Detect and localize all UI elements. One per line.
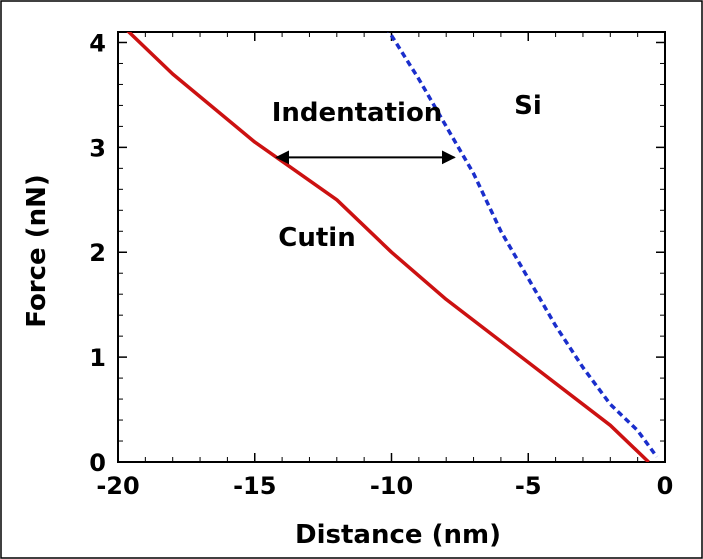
x-tick-label: -5 [515, 472, 542, 500]
y-tick-label: 2 [89, 239, 106, 267]
series-line-si [387, 32, 659, 458]
x-tick-label: -10 [370, 472, 413, 500]
series-label-si: Si [514, 91, 542, 121]
y-axis-title: Force (nN) [22, 174, 52, 328]
series-group [126, 32, 659, 462]
x-tick-label: -15 [233, 472, 276, 500]
x-tick-label: 0 [657, 472, 674, 500]
plot-root: -20 -15 -10 -5 0 0 1 2 3 4 Cutin Si Indentation [89, 29, 674, 500]
y-tick-label: 1 [89, 344, 106, 372]
y-tick-label: 0 [89, 449, 106, 477]
y-tick-label: 3 [89, 134, 106, 162]
x-tick-label: -20 [96, 472, 139, 500]
series-label-cutin: Cutin [278, 223, 355, 253]
series-line-cutin [126, 32, 650, 462]
x-axis-title: Distance (nm) [295, 520, 501, 550]
indentation-label: Indentation [272, 98, 443, 128]
y-tick-label: 4 [89, 29, 106, 57]
